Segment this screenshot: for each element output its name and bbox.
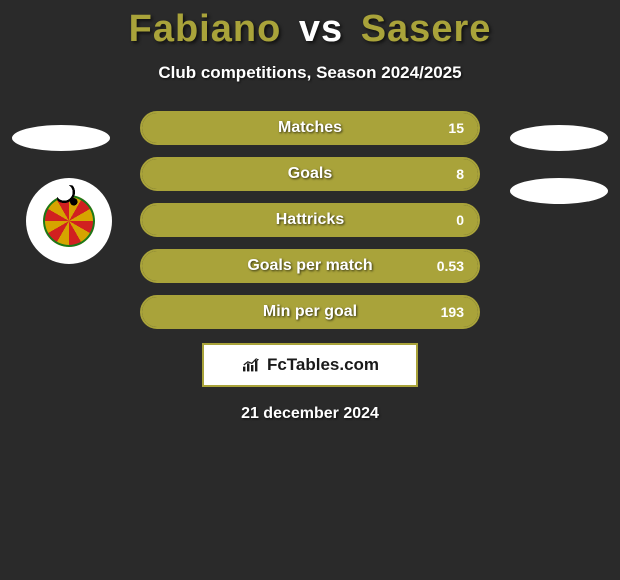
stat-value-right: 0 [456, 212, 464, 228]
brand-badge: FcTables.com [202, 343, 418, 387]
club-crest [26, 178, 112, 264]
stat-label: Matches [142, 119, 478, 137]
stat-label: Goals per match [142, 257, 478, 275]
stat-value-right: 0.53 [437, 258, 464, 274]
stat-label: Min per goal [142, 303, 478, 321]
comparison-title: Fabiano vs Sasere [0, 0, 620, 51]
stat-row: Goals per match0.53 [140, 249, 480, 283]
stat-value-right: 15 [448, 120, 464, 136]
player2-name: Sasere [361, 8, 492, 50]
stat-row: Hattricks0 [140, 203, 480, 237]
stat-row: Matches15 [140, 111, 480, 145]
vs-label: vs [293, 8, 349, 50]
brand-text: FcTables.com [267, 355, 379, 375]
stat-row: Goals8 [140, 157, 480, 191]
season-subtitle: Club competitions, Season 2024/2025 [0, 63, 620, 83]
stat-value-right: 193 [441, 304, 464, 320]
stat-value-right: 8 [456, 166, 464, 182]
crest-icon [38, 190, 100, 252]
chart-icon [241, 357, 261, 373]
stats-panel: Matches15 Goals8 Hattricks0 Goals per match… [140, 111, 480, 329]
footer-date: 21 december 2024 [0, 405, 620, 423]
player2-avatar-placeholder-2 [510, 178, 608, 204]
player1-name: Fabiano [129, 8, 282, 50]
player1-avatar-placeholder [12, 125, 110, 151]
player2-avatar-placeholder [510, 125, 608, 151]
stat-row: Min per goal193 [140, 295, 480, 329]
stat-label: Hattricks [142, 211, 478, 229]
stat-label: Goals [142, 165, 478, 183]
